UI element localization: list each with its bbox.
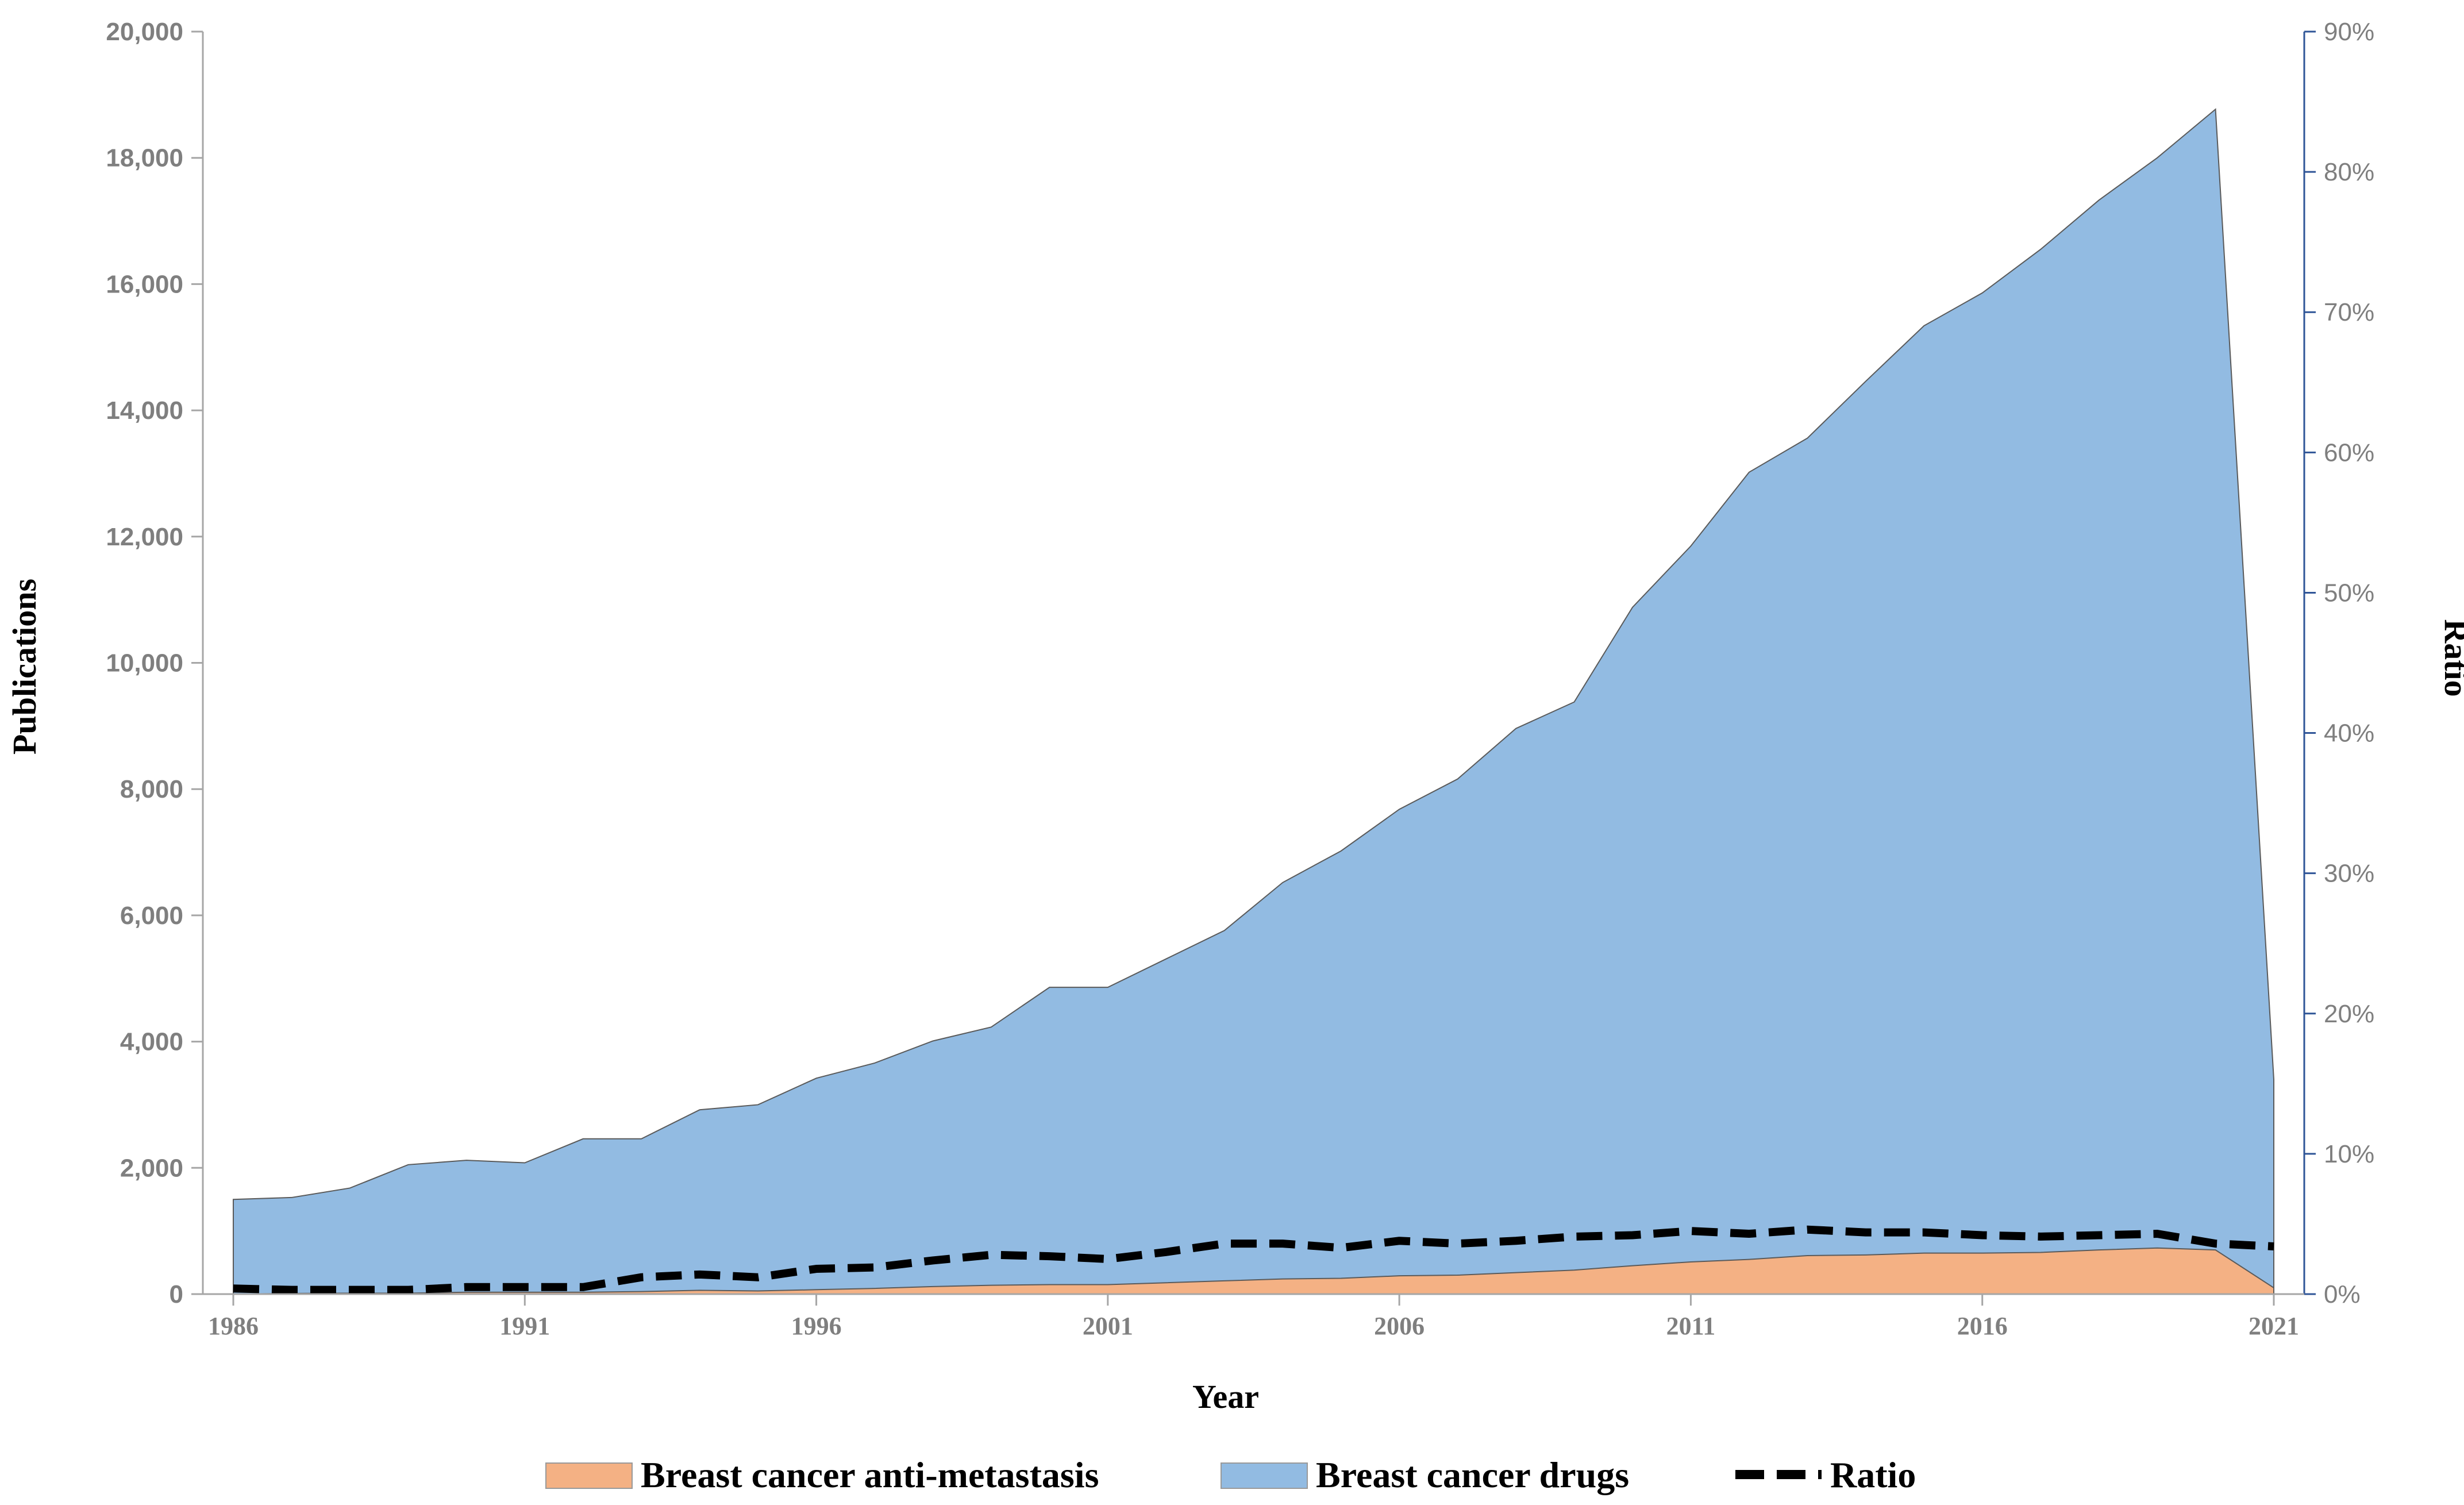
y-right-tick-label: 30% [2324, 860, 2374, 888]
area-breast-cancer-anti-metastasis [233, 1247, 2274, 1295]
y-right-tick-label: 0% [2324, 1280, 2361, 1308]
y-tick-label: 20,000 [106, 18, 183, 46]
y-right-tick-label: 60% [2324, 438, 2374, 467]
ticks-layer: 0 2,000 4,000 6,000 8,000 10,000 12,000 14,000 1… [106, 18, 2374, 1340]
y-right-tick-label: 70% [2324, 298, 2374, 326]
area-breast-cancer-drugs [233, 108, 2274, 1295]
y-tick-label: 16,000 [106, 270, 183, 298]
y-tick-label: 18,000 [106, 144, 183, 172]
y-right-tick-label: 50% [2324, 579, 2374, 607]
legend-label-drugs: Breast cancer drugs [1316, 1454, 1629, 1495]
y-tick-label: 10,000 [106, 649, 183, 678]
y-right-tick-label: 20% [2324, 1000, 2374, 1028]
y-right-tick-label: 90% [2324, 18, 2374, 46]
legend-swatch-drugs [1221, 1462, 1308, 1489]
legend: Breast cancer anti-metastasis Breast can… [545, 1454, 1916, 1495]
x-tick-label: 2001 [1083, 1312, 1133, 1340]
x-tick-label: 2011 [1666, 1312, 1716, 1340]
y-right-tick-label: 40% [2324, 719, 2374, 748]
x-axis-title: Year [1192, 1378, 1259, 1415]
legend-label-ratio: Ratio [1830, 1454, 1916, 1495]
y-axis-right-title: Ratio [2438, 619, 2464, 696]
y-axis-title: Publications [6, 579, 43, 755]
y-tick-label: 12,000 [106, 523, 183, 551]
legend-label-anti-metastasis: Breast cancer anti-metastasis [641, 1454, 1099, 1495]
areas-layer [233, 108, 2274, 1295]
line-ratio [233, 1225, 2274, 1294]
x-tick-label: 1996 [791, 1312, 842, 1340]
y-tick-label: 6,000 [120, 902, 183, 930]
x-tick-label: 2021 [2249, 1312, 2299, 1340]
y-right-tick-label: 80% [2324, 158, 2374, 186]
legend-swatch-anti-metastasis [545, 1462, 633, 1489]
y-tick-label: 4,000 [120, 1028, 183, 1056]
y-tick-label: 0 [170, 1280, 183, 1308]
ratio-line-layer [233, 1225, 2274, 1294]
y-tick-label: 8,000 [120, 775, 183, 803]
x-tick-label: 2006 [1374, 1312, 1424, 1340]
y-right-tick-label: 10% [2324, 1140, 2374, 1168]
y-tick-label: 2,000 [120, 1154, 183, 1182]
y-tick-label: 14,000 [106, 397, 183, 425]
x-tick-label: 1986 [208, 1312, 259, 1340]
x-tick-label: 2016 [1957, 1312, 2008, 1340]
x-tick-label: 1991 [499, 1312, 550, 1340]
